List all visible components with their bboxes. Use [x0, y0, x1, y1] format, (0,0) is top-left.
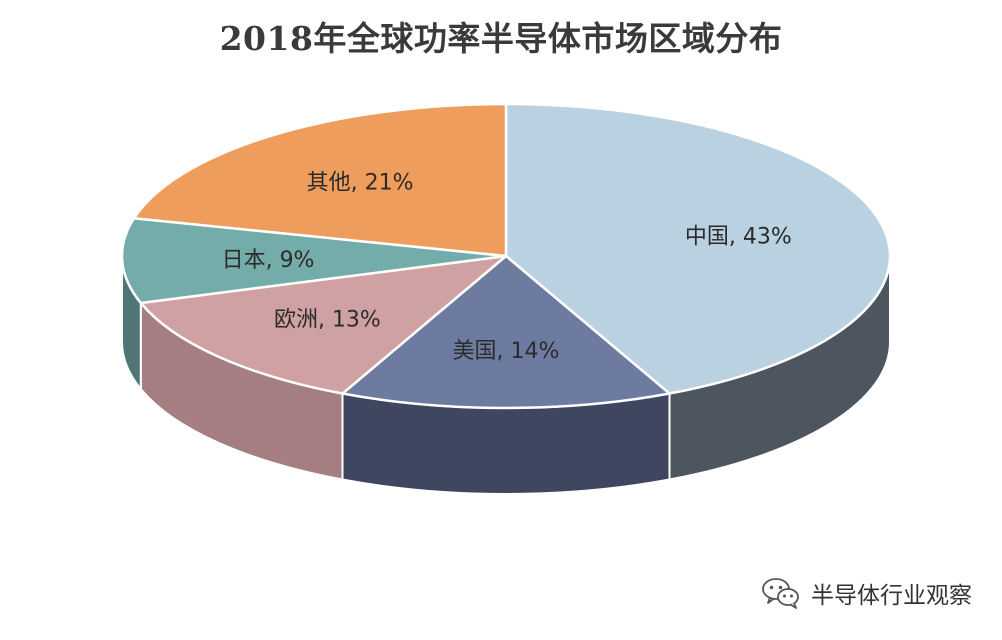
- pie-slice-4: [132, 102, 508, 258]
- pie-side-group: [121, 255, 891, 495]
- pie-label-1: 美国, 14%: [453, 339, 560, 364]
- pie-top-group: [120, 102, 892, 410]
- pie-label-4: 其他, 21%: [307, 171, 414, 196]
- watermark: 半导体行业观察: [761, 576, 972, 610]
- wechat-icon: [762, 578, 799, 609]
- pie-slice-0: [504, 102, 892, 395]
- pie-slice-1: [341, 254, 671, 410]
- watermark-text: 半导体行业观察: [811, 583, 972, 609]
- chart-title: 2018年全球功率半导体市场区域分布: [219, 19, 783, 58]
- pie-slice-2: [139, 254, 508, 395]
- pie-label-3: 日本, 9%: [222, 248, 315, 273]
- pie-label-2: 欧洲, 13%: [274, 307, 381, 332]
- pie-slice-3: [120, 216, 508, 305]
- pie-labels-group: 中国, 43% 美国, 14% 欧洲, 13% 日本, 9% 其他, 21%: [222, 171, 792, 365]
- pie-label-0: 中国, 43%: [685, 224, 792, 249]
